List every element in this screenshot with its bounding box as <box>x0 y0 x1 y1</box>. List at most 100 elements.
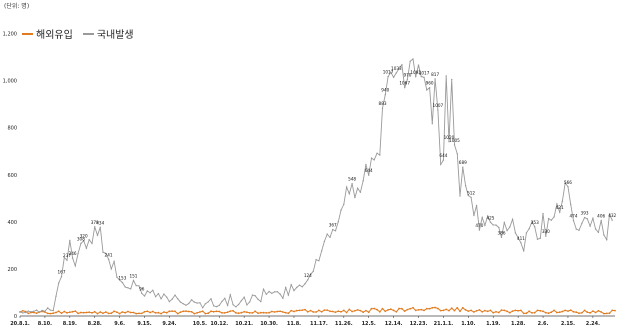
data-point-domestic <box>271 292 273 295</box>
data-point-overseas <box>461 306 464 309</box>
data-point-domestic <box>536 238 539 240</box>
x-tick-label: 8.28. <box>88 321 102 327</box>
data-point-domestic <box>38 311 41 313</box>
data-point-overseas <box>329 310 331 313</box>
data-point-domestic <box>594 228 597 230</box>
data-point-domestic <box>492 224 494 226</box>
data-point-domestic <box>329 236 331 239</box>
data-point-domestic <box>60 276 63 278</box>
data-point-domestic <box>96 234 99 236</box>
data-point-domestic <box>80 242 82 245</box>
data-point-overseas <box>309 309 312 312</box>
data-label: 151 <box>129 273 137 278</box>
data-point-overseas <box>121 311 124 313</box>
data-point-domestic <box>149 292 151 294</box>
data-point-overseas <box>207 312 210 315</box>
data-point-overseas <box>102 312 104 315</box>
data-point-domestic <box>481 216 483 219</box>
data-point-overseas <box>287 312 290 315</box>
data-point-domestic <box>257 298 259 300</box>
data-point-overseas <box>212 310 215 313</box>
data-label: 883 <box>379 101 387 106</box>
data-point-overseas <box>434 306 436 309</box>
data-point-domestic <box>542 212 544 215</box>
x-tick-label: 2.6. <box>538 321 549 327</box>
data-point-overseas <box>423 309 425 312</box>
data-point-domestic <box>478 229 481 231</box>
data-point-domestic <box>132 279 135 282</box>
data-point-domestic <box>462 166 464 168</box>
data-point-domestic <box>404 87 406 89</box>
data-point-domestic <box>285 286 287 289</box>
data-point-domestic <box>398 67 400 70</box>
data-point-domestic <box>564 182 566 184</box>
data-point-domestic <box>185 304 187 306</box>
data-point-domestic <box>298 284 301 286</box>
data-point-domestic <box>428 87 431 89</box>
data-point-overseas <box>367 311 370 314</box>
data-point-domestic <box>224 297 226 299</box>
data-label: 96 <box>139 286 145 291</box>
data-point-overseas <box>204 312 207 315</box>
data-point-overseas <box>359 309 362 312</box>
data-point-overseas <box>450 307 453 310</box>
data-point-overseas <box>312 311 315 313</box>
data-point-overseas <box>608 312 611 315</box>
data-point-domestic <box>415 76 417 78</box>
data-point-overseas <box>99 311 102 313</box>
data-point-domestic <box>77 252 79 255</box>
data-point-overseas <box>66 312 68 314</box>
data-point-overseas <box>57 310 60 313</box>
data-point-domestic <box>362 180 364 182</box>
data-point-overseas <box>77 312 79 315</box>
data-point-domestic <box>417 64 420 66</box>
data-point-overseas <box>323 309 326 311</box>
data-point-domestic <box>301 286 303 288</box>
data-point-domestic <box>381 107 384 109</box>
data-point-overseas <box>174 310 176 313</box>
data-point-domestic <box>498 226 500 229</box>
data-point-domestic <box>157 292 160 295</box>
data-point-domestic <box>392 76 395 79</box>
data-point-domestic <box>500 236 503 239</box>
data-point-domestic <box>581 222 583 225</box>
data-point-overseas <box>251 312 254 314</box>
chart-legend: 해외유입 국내발생 <box>22 26 144 41</box>
data-point-domestic <box>545 235 547 237</box>
data-point-overseas <box>478 309 481 311</box>
data-point-domestic <box>442 159 445 161</box>
data-point-overseas <box>74 310 77 312</box>
data-point-overseas <box>384 310 387 313</box>
data-point-overseas <box>104 311 107 313</box>
data-point-domestic <box>606 239 608 241</box>
data-point-domestic <box>575 228 577 230</box>
data-point-overseas <box>370 307 373 310</box>
data-label: 353 <box>531 220 539 225</box>
data-point-domestic <box>570 203 572 206</box>
data-point-overseas <box>456 306 459 309</box>
data-point-domestic <box>66 259 68 261</box>
data-point-overseas <box>276 310 279 313</box>
data-point-domestic <box>47 307 49 309</box>
data-point-domestic <box>215 305 218 308</box>
data-point-overseas <box>52 312 55 315</box>
data-point-domestic <box>88 239 90 241</box>
data-label: 940 <box>381 88 389 93</box>
data-point-overseas <box>569 309 572 311</box>
data-point-domestic <box>440 163 442 166</box>
data-point-domestic <box>572 220 575 222</box>
data-point-domestic <box>91 242 93 245</box>
data-point-overseas <box>553 309 555 312</box>
x-tick-label: 10.30. <box>260 321 278 327</box>
x-tick-label: 9.24. <box>162 321 176 327</box>
data-label: 817 <box>431 72 439 77</box>
data-point-overseas <box>365 309 367 312</box>
data-point-overseas <box>448 309 450 312</box>
data-point-domestic <box>475 204 478 207</box>
data-label: 320 <box>80 234 88 239</box>
data-point-overseas <box>262 311 265 314</box>
data-point-domestic <box>611 219 613 221</box>
y-tick-label: 400 <box>7 220 17 226</box>
legend-item-domestic: 국내발생 <box>82 26 134 41</box>
data-point-domestic <box>597 231 600 234</box>
